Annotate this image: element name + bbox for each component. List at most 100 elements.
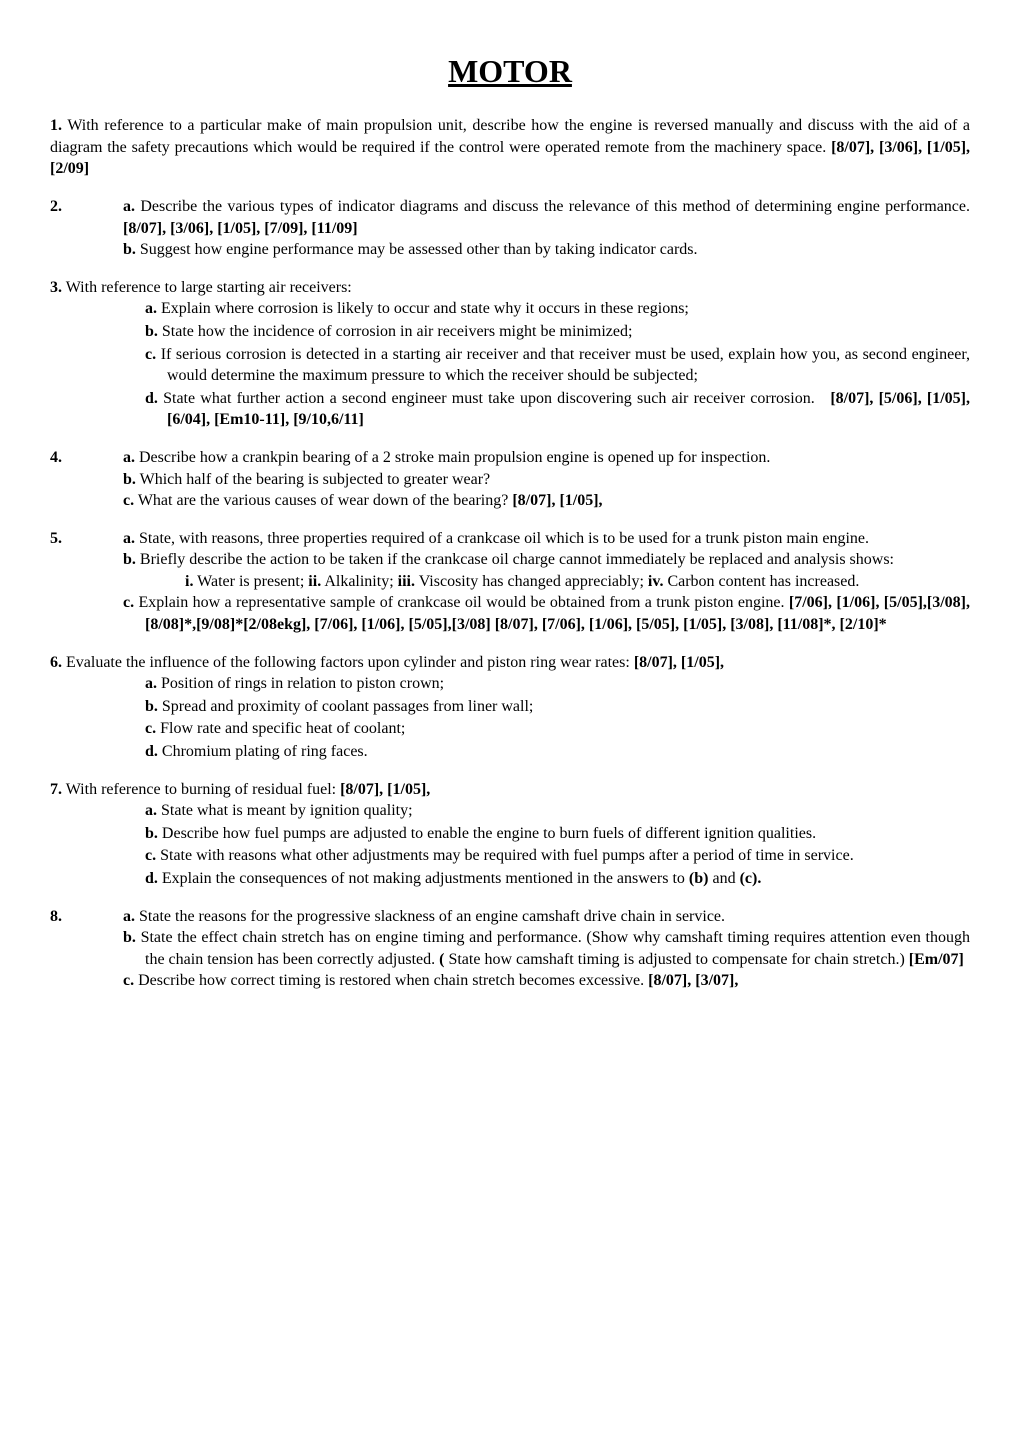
- question-text: 6. Evaluate the influence of the followi…: [50, 652, 970, 674]
- sub-text-pre: Explain the consequences of not making a…: [162, 870, 689, 887]
- sub-letter: b.: [145, 698, 158, 715]
- question-text: 7. With reference to burning of residual…: [50, 779, 970, 801]
- sub-letter: b.: [123, 241, 136, 258]
- sub-text: Describe the various types of indicator …: [140, 198, 970, 215]
- roman-text: Alkalinity;: [324, 573, 393, 590]
- roman-iii: iii.: [398, 573, 415, 590]
- sub-refs: [8/07], [3/07],: [648, 972, 738, 989]
- sub-sub-item: i. Water is present; ii. Alkalinity; iii…: [50, 571, 970, 593]
- sub-item: a. State what is meant by ignition quali…: [145, 800, 970, 822]
- sub-item: b. Describe how fuel pumps are adjusted …: [145, 823, 970, 845]
- sub-text: Suggest how engine performance may be as…: [140, 241, 698, 258]
- sub-text: Explain how a representative sample of c…: [138, 594, 784, 611]
- question-number: 7.: [50, 781, 62, 798]
- bold-paren: (: [439, 951, 444, 968]
- sub-text: Spread and proximity of coolant passages…: [162, 698, 533, 715]
- sub-letter: c.: [145, 847, 156, 864]
- page-title: MOTOR: [50, 50, 970, 93]
- question-number: 5.: [50, 528, 123, 550]
- roman-text: Carbon content has increased.: [667, 573, 859, 590]
- sub-letter: c.: [123, 492, 134, 509]
- sub-letter: a.: [145, 802, 157, 819]
- sub-text: State the reasons for the progressive sl…: [139, 908, 725, 925]
- sub-letter: d.: [145, 390, 158, 407]
- sub-text: If serious corrosion is detected in a st…: [161, 346, 970, 385]
- sub-item: d. Chromium plating of ring faces.: [145, 741, 970, 763]
- sub-text: State what further action a second engin…: [163, 390, 815, 407]
- sub-item: b. State how the incidence of corrosion …: [145, 321, 970, 343]
- question-number: 3.: [50, 279, 62, 296]
- question-5: 5. a. State, with reasons, three propert…: [50, 528, 970, 636]
- question-number: 6.: [50, 654, 62, 671]
- sub-item: c. If serious corrosion is detected in a…: [145, 344, 970, 387]
- sub-letter: b.: [123, 471, 136, 488]
- sub-letter: c.: [123, 594, 134, 611]
- sub-text: State with reasons what other adjustment…: [160, 847, 854, 864]
- sub-text: Describe how a crankpin bearing of a 2 s…: [139, 449, 770, 466]
- sub-letter: d.: [145, 743, 158, 760]
- sub-text: Describe how fuel pumps are adjusted to …: [162, 825, 816, 842]
- roman-ii: ii.: [308, 573, 321, 590]
- sub-item: d. State what further action a second en…: [145, 388, 970, 431]
- sub-letter: c.: [123, 972, 134, 989]
- question-body: Evaluate the influence of the following …: [66, 654, 630, 671]
- sub-letter: a.: [123, 449, 135, 466]
- question-3: 3. With reference to large starting air …: [50, 277, 970, 431]
- sub-item: d. Explain the consequences of not makin…: [145, 868, 970, 890]
- question-body: With reference to large starting air rec…: [66, 279, 352, 296]
- sub-letter: a.: [145, 300, 157, 317]
- question-refs: [8/07], [1/05],: [340, 781, 430, 798]
- question-number: 1.: [50, 117, 62, 134]
- sub-text: What are the various causes of wear down…: [138, 492, 509, 509]
- sub-text: Explain where corrosion is likely to occ…: [161, 300, 689, 317]
- sub-text: Describe how correct timing is restored …: [138, 972, 644, 989]
- question-4: 4. a. Describe how a crankpin bearing of…: [50, 447, 970, 512]
- sub-letter: a.: [123, 908, 135, 925]
- question-body: With reference to burning of residual fu…: [66, 781, 336, 798]
- sub-text: State what is meant by ignition quality;: [161, 802, 413, 819]
- question-8: 8. a. State the reasons for the progress…: [50, 906, 970, 992]
- sub-item: c. Flow rate and specific heat of coolan…: [145, 718, 970, 740]
- sub-letter: a.: [145, 675, 157, 692]
- question-number: 8.: [50, 906, 123, 928]
- sub-text: Flow rate and specific heat of coolant;: [160, 720, 405, 737]
- question-1: 1. With reference to a particular make o…: [50, 115, 970, 180]
- question-text: 1. With reference to a particular make o…: [50, 115, 970, 180]
- sub-letter: b.: [123, 929, 136, 946]
- sub-item: a. Explain where corrosion is likely to …: [145, 298, 970, 320]
- sub-text: State, with reasons, three properties re…: [139, 530, 869, 547]
- sub-text: Position of rings in relation to piston …: [161, 675, 444, 692]
- question-text: 3. With reference to large starting air …: [50, 277, 970, 299]
- question-refs: [8/07], [1/05],: [634, 654, 724, 671]
- sub-letter: a.: [123, 530, 135, 547]
- question-number: 4.: [50, 447, 123, 469]
- sub-letter: b.: [145, 825, 158, 842]
- question-number: 2.: [50, 196, 123, 239]
- sub-letter: c.: [145, 346, 156, 363]
- sub-letter: b.: [123, 551, 136, 568]
- sub-item: b. Spread and proximity of coolant passa…: [145, 696, 970, 718]
- sub-refs: [8/07], [1/05],: [512, 492, 602, 509]
- bold-ref-b: (b): [689, 870, 709, 887]
- sub-letter: d.: [145, 870, 158, 887]
- sub-text: State how the incidence of corrosion in …: [162, 323, 633, 340]
- sub-letter: c.: [145, 720, 156, 737]
- sub-refs: [Em/07]: [909, 951, 964, 968]
- sub-letter: b.: [145, 323, 158, 340]
- bold-ref-c: (c).: [740, 870, 762, 887]
- roman-i: i.: [185, 573, 193, 590]
- sub-text-post: State how camshaft timing is adjusted to…: [448, 951, 904, 968]
- sub-item: c. State with reasons what other adjustm…: [145, 845, 970, 867]
- roman-iv: iv.: [648, 573, 664, 590]
- sub-letter: a.: [123, 198, 135, 215]
- sub-item: a. Position of rings in relation to pist…: [145, 673, 970, 695]
- sub-text: Which half of the bearing is subjected t…: [140, 471, 491, 488]
- roman-text: Viscosity has changed appreciably;: [419, 573, 644, 590]
- sub-text-mid: and: [712, 870, 739, 887]
- question-6: 6. Evaluate the influence of the followi…: [50, 652, 970, 763]
- roman-text: Water is present;: [197, 573, 304, 590]
- question-7: 7. With reference to burning of residual…: [50, 779, 970, 890]
- sub-text: Chromium plating of ring faces.: [162, 743, 368, 760]
- sub-refs: [8/07], [3/06], [1/05], [7/09], [11/09]: [123, 220, 358, 237]
- sub-text: Briefly describe the action to be taken …: [140, 551, 894, 568]
